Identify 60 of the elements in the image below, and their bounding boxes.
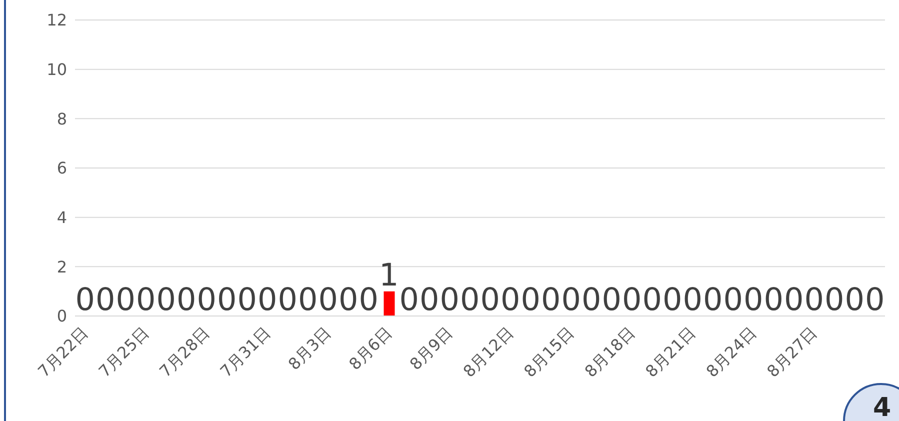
data-label: 0 xyxy=(480,282,500,318)
x-tick-label: 8月12日 xyxy=(459,323,518,381)
data-label: 0 xyxy=(682,282,702,318)
x-tick-label: 7月28日 xyxy=(156,323,214,381)
data-label: 0 xyxy=(703,282,723,318)
data-label: 0 xyxy=(278,282,298,318)
x-tick-label: 8月6日 xyxy=(345,323,396,374)
y-tick-label: 4 xyxy=(56,208,67,228)
data-label: 0 xyxy=(196,282,216,318)
data-label: 0 xyxy=(500,282,520,318)
x-tick-label: 7月25日 xyxy=(94,323,153,381)
page-number-badge: 4 xyxy=(843,383,899,421)
data-label: 0 xyxy=(561,282,581,318)
x-tick-label: 7月22日 xyxy=(34,323,92,381)
data-label: 0 xyxy=(520,282,540,318)
data-label: 0 xyxy=(824,282,844,318)
data-label: 0 xyxy=(622,282,642,318)
y-tick-label: 8 xyxy=(56,109,67,128)
data-label: 0 xyxy=(723,282,743,318)
data-label: 1 xyxy=(379,257,399,294)
data-label: 0 xyxy=(420,282,440,318)
x-tick-label: 8月27日 xyxy=(763,323,821,381)
y-tick-label: 10 xyxy=(46,60,67,80)
x-tick-label: 8月15日 xyxy=(520,323,578,381)
x-tick-label: 8月18日 xyxy=(580,323,639,381)
x-tick-label: 8月21日 xyxy=(642,323,700,381)
data-label: 0 xyxy=(338,282,358,318)
data-label: 0 xyxy=(399,282,419,318)
data-label: 0 xyxy=(865,282,885,318)
data-label: 0 xyxy=(237,282,257,318)
data-label: 0 xyxy=(96,282,116,318)
data-label: 0 xyxy=(642,282,662,318)
data-label: 0 xyxy=(440,282,460,318)
data-label: 0 xyxy=(662,282,682,318)
y-tick-label: 2 xyxy=(56,257,67,276)
data-label: 0 xyxy=(258,282,278,318)
y-tick-label: 12 xyxy=(46,10,67,30)
data-label: 0 xyxy=(298,282,318,318)
data-label: 0 xyxy=(804,282,824,318)
data-label: 0 xyxy=(217,282,237,318)
x-tick-label: 7月31日 xyxy=(216,323,274,381)
data-label: 0 xyxy=(844,282,864,318)
y-tick-label: 0 xyxy=(56,306,67,326)
data-label: 0 xyxy=(744,282,764,318)
y-tick-label: 6 xyxy=(56,158,67,178)
data-label: 0 xyxy=(358,282,378,318)
x-tick-label: 8月3日 xyxy=(284,323,335,374)
data-label: 0 xyxy=(318,282,338,318)
data-label: 0 xyxy=(116,282,136,318)
data-label: 0 xyxy=(582,282,602,318)
x-tick-label: 8月9日 xyxy=(406,323,456,374)
data-label: 0 xyxy=(764,282,784,318)
data-label: 0 xyxy=(460,282,480,318)
data-label: 0 xyxy=(176,282,196,318)
data-label: 0 xyxy=(784,282,804,318)
data-label: 0 xyxy=(156,282,176,318)
data-label: 0 xyxy=(136,282,156,318)
x-tick-label: 8月24日 xyxy=(702,323,760,381)
data-label: 0 xyxy=(541,282,561,318)
data-label: 0 xyxy=(602,282,622,318)
